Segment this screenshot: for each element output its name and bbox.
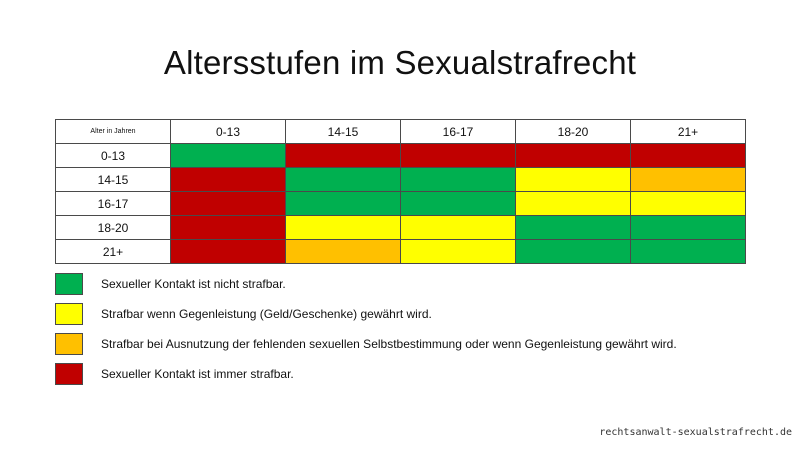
status-cell-green <box>630 239 746 264</box>
table-row: 18-20 <box>55 215 746 240</box>
status-cell-yellow <box>400 215 516 240</box>
legend-item: Strafbar bei Ausnutzung der fehlenden se… <box>55 332 677 356</box>
legend-text: Sexueller Kontakt ist nicht strafbar. <box>101 277 286 291</box>
status-cell-green <box>285 167 401 192</box>
status-cell-green <box>515 239 631 264</box>
status-cell-orange <box>630 167 746 192</box>
status-cell-orange <box>285 239 401 264</box>
legend-text: Sexueller Kontakt ist immer strafbar. <box>101 367 294 381</box>
legend-swatch-red <box>55 363 83 385</box>
status-cell-green <box>170 143 286 168</box>
column-header: 14-15 <box>285 119 401 144</box>
legend-swatch-green <box>55 273 83 295</box>
watermark: rechtsanwalt-sexualstrafrecht.de <box>599 427 792 438</box>
legend: Sexueller Kontakt ist nicht strafbar. Str… <box>55 272 677 392</box>
legend-item: Sexueller Kontakt ist nicht strafbar. <box>55 272 677 296</box>
status-cell-yellow <box>400 239 516 264</box>
legend-item: Strafbar wenn Gegenleistung (Geld/Gesche… <box>55 302 677 326</box>
table-row: 0-13 <box>55 143 746 168</box>
row-header: 14-15 <box>55 167 171 192</box>
status-cell-green <box>285 191 401 216</box>
status-cell-red <box>170 239 286 264</box>
column-header: 18-20 <box>515 119 631 144</box>
status-cell-green <box>630 215 746 240</box>
legend-text: Strafbar bei Ausnutzung der fehlenden se… <box>101 337 677 351</box>
status-cell-green <box>400 167 516 192</box>
table-row: 14-15 <box>55 167 746 192</box>
status-cell-red <box>170 215 286 240</box>
status-cell-yellow <box>515 191 631 216</box>
status-cell-red <box>170 191 286 216</box>
column-header: 16-17 <box>400 119 516 144</box>
status-cell-red <box>400 143 516 168</box>
status-cell-yellow <box>630 191 746 216</box>
legend-item: Sexueller Kontakt ist immer strafbar. <box>55 362 677 386</box>
row-header: 16-17 <box>55 191 171 216</box>
column-header: 21+ <box>630 119 746 144</box>
table-row: 21+ <box>55 239 746 264</box>
row-header: 21+ <box>55 239 171 264</box>
row-header: 0-13 <box>55 143 171 168</box>
column-header: 0-13 <box>170 119 286 144</box>
legend-swatch-orange <box>55 333 83 355</box>
status-cell-yellow <box>285 215 401 240</box>
legend-text: Strafbar wenn Gegenleistung (Geld/Gesche… <box>101 307 432 321</box>
status-cell-green <box>515 215 631 240</box>
status-cell-red <box>630 143 746 168</box>
status-cell-red <box>515 143 631 168</box>
status-cell-red <box>285 143 401 168</box>
status-cell-yellow <box>515 167 631 192</box>
page-title: Altersstufen im Sexualstrafrecht <box>163 44 637 81</box>
status-cell-red <box>170 167 286 192</box>
legend-swatch-yellow <box>55 303 83 325</box>
status-cell-green <box>400 191 516 216</box>
corner-label: Alter in Jahren <box>55 119 171 144</box>
table-row: 16-17 <box>55 191 746 216</box>
row-header: 18-20 <box>55 215 171 240</box>
header-row: Alter in Jahren 0-13 14-15 16-17 18-20 21+ <box>55 119 746 144</box>
age-matrix-table: Alter in Jahren 0-13 14-15 16-17 18-20 21+ 0-1… <box>55 119 746 264</box>
